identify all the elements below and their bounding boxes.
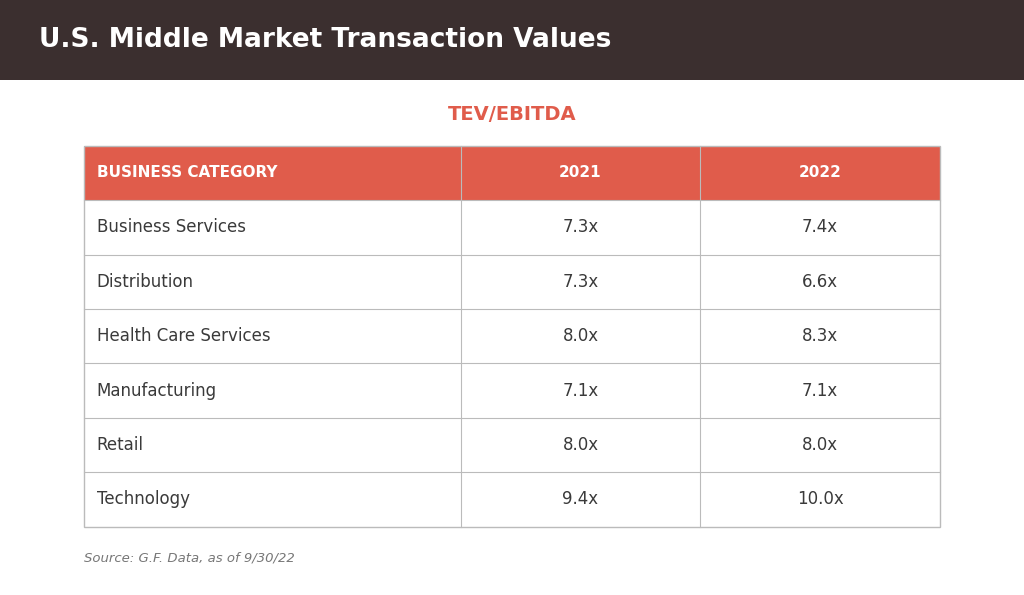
Text: BUSINESS CATEGORY: BUSINESS CATEGORY <box>97 165 278 180</box>
Text: 7.1x: 7.1x <box>562 381 599 400</box>
Bar <box>84 255 940 309</box>
Text: Source: G.F. Data, as of 9/30/22: Source: G.F. Data, as of 9/30/22 <box>84 552 295 565</box>
Text: 8.0x: 8.0x <box>562 436 599 454</box>
Text: Manufacturing: Manufacturing <box>97 381 217 400</box>
Text: 7.3x: 7.3x <box>562 218 599 236</box>
Text: Technology: Technology <box>97 490 189 508</box>
Text: Business Services: Business Services <box>97 218 246 236</box>
Text: 7.1x: 7.1x <box>802 381 839 400</box>
Bar <box>84 146 940 200</box>
Text: 8.0x: 8.0x <box>562 327 599 345</box>
Text: 7.3x: 7.3x <box>562 273 599 291</box>
Text: 6.6x: 6.6x <box>802 273 839 291</box>
Bar <box>84 472 940 527</box>
Bar <box>84 364 940 418</box>
Text: 2022: 2022 <box>799 165 842 180</box>
Text: U.S. Middle Market Transaction Values: U.S. Middle Market Transaction Values <box>39 27 611 53</box>
Bar <box>84 200 940 255</box>
Bar <box>84 146 940 527</box>
Text: Retail: Retail <box>97 436 143 454</box>
Text: 2021: 2021 <box>559 165 602 180</box>
Bar <box>0 0 1024 80</box>
Bar <box>84 309 940 364</box>
Text: 7.4x: 7.4x <box>802 218 839 236</box>
Bar <box>84 418 940 472</box>
Text: Health Care Services: Health Care Services <box>97 327 270 345</box>
Text: Distribution: Distribution <box>97 273 194 291</box>
Text: TEV/EBITDA: TEV/EBITDA <box>447 105 577 124</box>
Text: 10.0x: 10.0x <box>797 490 844 508</box>
Text: 8.3x: 8.3x <box>802 327 839 345</box>
Text: 8.0x: 8.0x <box>802 436 839 454</box>
Text: 9.4x: 9.4x <box>562 490 599 508</box>
